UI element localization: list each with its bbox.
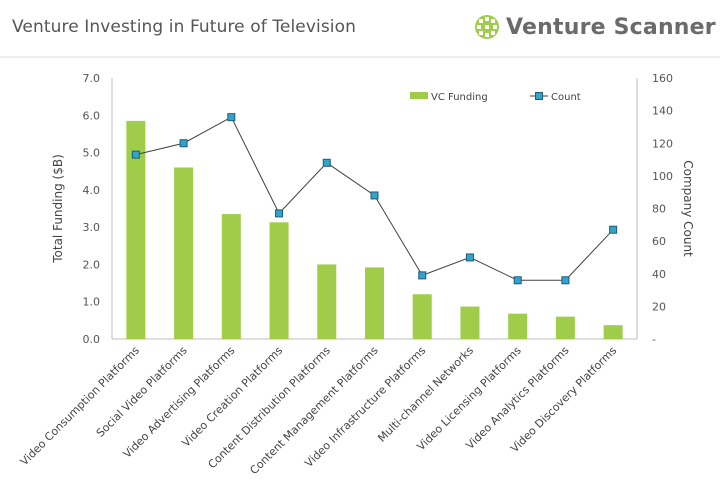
x-tick-label: Social Video Platforms bbox=[94, 344, 190, 440]
y-tick-label: 4.0 bbox=[83, 184, 101, 197]
count-point bbox=[227, 113, 236, 122]
count-point bbox=[322, 158, 331, 167]
count-point bbox=[418, 271, 427, 280]
y2-tick-label: 80 bbox=[652, 203, 666, 216]
y2-tick-label: 140 bbox=[652, 105, 673, 118]
y-tick-label: 3.0 bbox=[83, 221, 101, 234]
bar bbox=[508, 313, 528, 339]
y-tick-label: 2.0 bbox=[83, 258, 101, 271]
y2-tick-label: 120 bbox=[652, 137, 673, 150]
x-tick-label: Video Creation Platforms bbox=[179, 344, 285, 450]
count-point bbox=[179, 139, 188, 148]
y2-tick-label: - bbox=[652, 333, 656, 346]
y-tick-label: 0.0 bbox=[83, 333, 101, 346]
bar bbox=[317, 264, 337, 339]
bar bbox=[269, 222, 289, 339]
bar bbox=[365, 267, 384, 339]
brand-logo: Venture Scanner bbox=[474, 12, 716, 42]
legend-label: Count bbox=[551, 92, 581, 103]
y2-tick-label: 100 bbox=[652, 170, 673, 183]
y2-tick-label: 60 bbox=[652, 235, 666, 248]
count-point bbox=[131, 150, 140, 159]
x-tick-label: Multi-channel Networks bbox=[375, 344, 476, 445]
page-title: Venture Investing in Future of Televisio… bbox=[12, 17, 356, 37]
brand-name: Venture Scanner bbox=[506, 14, 716, 40]
legend-label: VC Funding bbox=[431, 92, 488, 103]
y-tick-label: 6.0 bbox=[83, 109, 101, 122]
bar bbox=[412, 294, 432, 339]
y-tick-label: 1.0 bbox=[83, 296, 101, 309]
bar bbox=[221, 214, 241, 339]
header: Venture Investing in Future of Televisio… bbox=[0, 0, 720, 58]
y2-axis-title: Company Count bbox=[681, 160, 695, 257]
y2-tick-label: 40 bbox=[652, 268, 666, 281]
count-point bbox=[561, 276, 570, 285]
bar bbox=[460, 306, 480, 339]
y2-tick-label: 20 bbox=[652, 300, 666, 313]
legend-swatch-marker bbox=[535, 92, 543, 100]
bar bbox=[174, 167, 194, 339]
bar bbox=[555, 316, 575, 339]
count-point bbox=[275, 209, 284, 218]
bar bbox=[603, 325, 623, 339]
y-tick-label: 7.0 bbox=[83, 72, 101, 85]
y-axis-title: Total Funding ($B) bbox=[51, 154, 65, 264]
count-point bbox=[513, 276, 522, 285]
y2-tick-label: 160 bbox=[652, 72, 673, 85]
bar bbox=[126, 120, 146, 339]
count-point bbox=[370, 191, 379, 200]
header-divider bbox=[0, 56, 720, 58]
legend-swatch-bar bbox=[410, 92, 428, 99]
y-tick-label: 5.0 bbox=[83, 147, 101, 160]
count-point bbox=[465, 253, 474, 262]
count-point bbox=[609, 225, 618, 234]
globe-grid-icon bbox=[475, 15, 499, 39]
